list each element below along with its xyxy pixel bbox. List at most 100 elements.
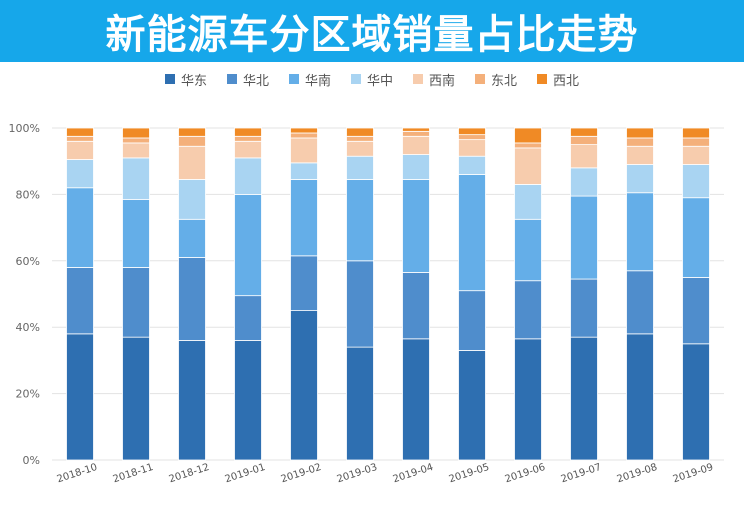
bar-segment [290, 310, 318, 461]
bar-segment [402, 272, 430, 340]
legend-item: 西南 [413, 70, 455, 89]
bar-segment [122, 127, 150, 139]
legend-swatch [475, 74, 486, 84]
legend-swatch [537, 74, 548, 84]
bar-segment [66, 140, 94, 160]
legend-swatch [226, 74, 237, 84]
legend-item: 华南 [288, 70, 331, 89]
legend-item: 华东 [164, 70, 207, 89]
bar-segment [122, 142, 150, 159]
bar-segment [682, 343, 710, 461]
legend-item: 华中 [350, 70, 393, 89]
bar-segment [514, 142, 542, 149]
bar-segment [570, 127, 598, 137]
bar-segment [290, 255, 318, 312]
bar-segment [234, 140, 262, 159]
bar-segment [178, 127, 206, 137]
bar-segment [570, 336, 598, 461]
bar-segment [458, 174, 486, 292]
y-tick-label: 60% [16, 255, 40, 268]
bar-segment [626, 270, 654, 335]
bar-segment [570, 278, 598, 338]
bar-segment [458, 139, 486, 157]
bar-segment [570, 144, 598, 169]
bar-segment [682, 164, 710, 199]
x-tick-label: 2019-02 [280, 462, 323, 485]
legend-item: 华北 [226, 70, 269, 89]
bar-segment [458, 290, 486, 351]
bar-segment [290, 179, 318, 257]
legend-label: 华中 [366, 73, 393, 89]
bar-segment [346, 260, 374, 348]
chart-legend: 华东 华北 华南 华中 西南 东北 西北 [0, 68, 744, 90]
bar-segment [514, 184, 542, 220]
y-tick-label: 100% [9, 122, 40, 135]
x-tick-label: 2018-11 [112, 462, 155, 485]
bar-segment [402, 154, 430, 180]
bar-segment [626, 145, 654, 165]
bar-segment [234, 193, 262, 297]
bar-segment [346, 179, 374, 262]
bar-segment [122, 198, 150, 268]
bar-segment [570, 167, 598, 197]
legend-label: 西北 [553, 73, 580, 89]
bar-segment [178, 135, 206, 147]
legend-item: 西北 [537, 70, 579, 89]
x-tick-label: 2019-03 [336, 462, 379, 485]
bar-segment [402, 179, 430, 273]
x-tick-label: 2019-09 [672, 462, 715, 485]
bar-segment [514, 280, 542, 340]
x-tick-label: 2019-01 [224, 462, 267, 485]
bar-segment [234, 157, 262, 195]
bar-segment [234, 135, 262, 142]
bar-segment [682, 276, 710, 345]
bar-segment [402, 338, 430, 461]
bar-segment [402, 127, 430, 132]
bar-segment [234, 340, 262, 461]
bar-segment [346, 155, 374, 180]
bar-segment [66, 187, 94, 268]
bar-segment [290, 162, 318, 180]
bar-segment [290, 132, 318, 139]
bar-segment [626, 137, 654, 147]
bar-segment [122, 267, 150, 338]
legend-swatch [350, 74, 361, 84]
bar-segment [682, 127, 710, 139]
y-tick-label: 20% [16, 388, 40, 401]
bar-segment [178, 179, 206, 220]
bar-segment [122, 137, 150, 144]
bar-segment [290, 127, 318, 134]
x-tick-label: 2019-07 [560, 462, 603, 485]
bar-segment [178, 218, 206, 258]
bar-segment [682, 137, 710, 147]
page-title: 新能源车分区域销量占比走势 [105, 12, 639, 58]
bar-segment [458, 350, 486, 461]
bar-segment [458, 134, 486, 141]
legend-label: 东北 [491, 73, 518, 89]
bar-segment [346, 127, 374, 137]
bar-segment [570, 135, 598, 146]
bar-segment [626, 164, 654, 194]
bar-segment [178, 340, 206, 461]
x-tick-label: 2018-12 [168, 462, 211, 485]
bar-segment [626, 192, 654, 272]
y-tick-label: 0% [23, 454, 40, 467]
bar-segment [402, 130, 430, 137]
bar-segment [458, 127, 486, 136]
legend-label: 华南 [304, 73, 331, 89]
bar-segment [514, 127, 542, 144]
bar-segment [178, 145, 206, 180]
title-banner: 新能源车分区域销量占比走势 [0, 0, 744, 62]
legend-label: 西南 [429, 73, 456, 89]
bar-segment [122, 336, 150, 461]
x-tick-label: 2019-04 [392, 462, 435, 485]
legend-swatch [164, 74, 175, 84]
legend-label: 华东 [180, 73, 207, 89]
bar-segment [514, 218, 542, 282]
bar-segment [346, 140, 374, 157]
bar-segment [626, 333, 654, 461]
legend-label: 华北 [242, 73, 269, 89]
bar-segment [66, 333, 94, 461]
y-tick-label: 80% [16, 188, 40, 201]
